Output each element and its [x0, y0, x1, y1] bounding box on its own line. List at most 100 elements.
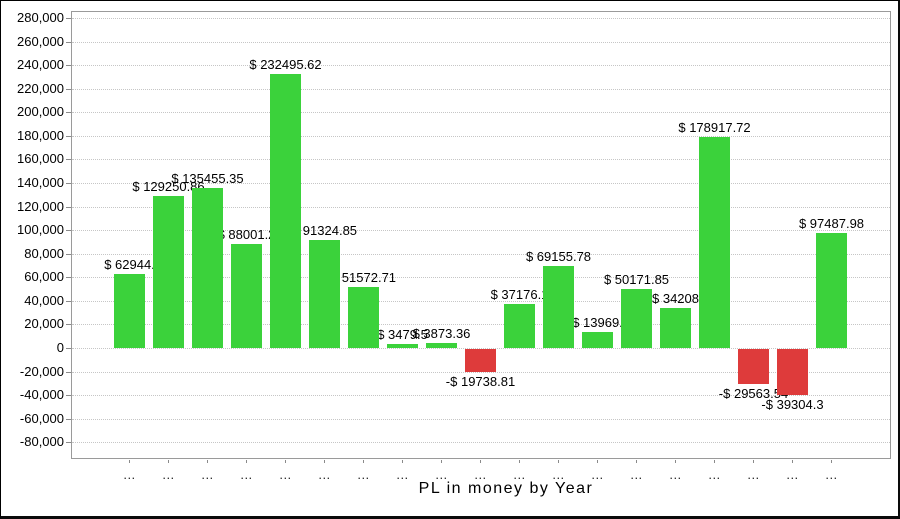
- x-axis-label: ...: [747, 467, 760, 482]
- y-axis-label: 20,000: [24, 316, 64, 332]
- y-axis-label: 240,000: [17, 57, 64, 73]
- x-axis-label: ...: [630, 467, 643, 482]
- x-axis-tick: [714, 460, 715, 463]
- x-axis-tick: [480, 460, 481, 463]
- x-axis-tick: [168, 460, 169, 463]
- y-axis-label: 140,000: [17, 175, 64, 190]
- x-axis-tick: [636, 460, 637, 463]
- y-axis-label: 160,000: [17, 151, 64, 167]
- x-axis-tick: [246, 460, 247, 463]
- y-axis-tick: [66, 159, 71, 161]
- bar: [153, 195, 184, 348]
- gridline: [72, 324, 890, 326]
- gridline: [72, 418, 890, 420]
- plot-area: $ 62944. $ 129250.86 $ 135455.35 $ 88001.2 $…: [71, 11, 891, 459]
- gridline: [72, 159, 890, 161]
- x-axis-tick: [285, 460, 286, 463]
- y-axis-label: 100,000: [17, 222, 64, 238]
- gridline: [72, 18, 890, 20]
- gridline: [72, 135, 890, 137]
- bar: [192, 188, 223, 348]
- bar-value-label: $ 50171.85: [603, 271, 670, 287]
- bar: [309, 240, 340, 348]
- bar: [465, 349, 496, 373]
- bar: [387, 343, 418, 348]
- x-axis-label: ...: [474, 467, 487, 482]
- bar-value-label: $ 34208: [652, 290, 699, 306]
- y-axis-label: 80,000: [24, 245, 64, 261]
- y-axis-tick: [66, 253, 71, 255]
- bar: [348, 287, 379, 348]
- gridline: [72, 300, 890, 302]
- x-axis-tick: [363, 460, 364, 463]
- x-axis-tick: [831, 460, 832, 463]
- x-axis-tick: [129, 460, 130, 463]
- bar-value-label: $ 232495.62: [249, 57, 322, 72]
- bar-value-label: -$ 19738.81: [445, 374, 516, 390]
- y-axis-label: 120,000: [17, 198, 64, 214]
- y-axis-label: -20,000: [19, 363, 64, 379]
- y-axis-tick: [66, 324, 71, 326]
- bar: [738, 349, 769, 384]
- x-axis-tick: [402, 460, 403, 463]
- gridline: [72, 230, 890, 232]
- y-axis-label: 60,000: [24, 269, 64, 285]
- x-axis-label: ...: [825, 467, 838, 482]
- gridline: [72, 41, 890, 43]
- y-axis-tick: [66, 183, 71, 184]
- bar: [777, 349, 808, 396]
- x-axis-label: ...: [318, 467, 331, 482]
- y-axis-tick: [66, 395, 71, 397]
- x-axis-tick: [675, 460, 676, 463]
- gridline: [72, 65, 890, 67]
- x-axis-label: ...: [435, 467, 448, 482]
- bar: [543, 266, 574, 348]
- bar-value-label: $ 69155.78: [525, 249, 592, 265]
- x-axis-label: ...: [591, 467, 604, 482]
- bar: [582, 331, 613, 348]
- y-axis-tick: [66, 371, 71, 373]
- bar: [504, 304, 535, 348]
- x-axis-tick: [558, 460, 559, 463]
- gridline: [72, 395, 890, 397]
- bar-value-label: $ 88001.2: [217, 227, 276, 243]
- gridline: [72, 206, 890, 208]
- x-axis-label: ...: [357, 467, 370, 482]
- bar-value-label: $ 62944.: [104, 256, 155, 272]
- bar-value-label: -$ 29563.54: [718, 385, 789, 401]
- gridline: [72, 112, 890, 114]
- x-axis-tick: [753, 460, 754, 463]
- chart-title: PL in money by Year: [418, 480, 594, 497]
- y-axis-label: 200,000: [17, 104, 64, 120]
- gridline: [72, 183, 890, 184]
- x-axis-label: ...: [552, 467, 565, 482]
- y-axis-label: 280,000: [17, 10, 64, 26]
- x-axis-label: ...: [162, 467, 175, 482]
- y-axis-tick: [66, 300, 71, 302]
- x-axis-label: ...: [669, 467, 682, 482]
- gridline: [72, 442, 890, 444]
- x-axis-tick: [597, 460, 598, 463]
- y-axis-label: 220,000: [17, 80, 64, 96]
- y-axis-tick: [66, 442, 71, 444]
- bar: [816, 233, 847, 348]
- bar-value-label: $ 51572.71: [330, 270, 397, 286]
- x-axis-tick: [441, 460, 442, 463]
- bar: [699, 137, 730, 348]
- bar-value-label: $ 135455.35: [171, 171, 244, 187]
- bar-value-label: $ 3479.5: [377, 326, 428, 342]
- y-axis-label: 0: [56, 340, 64, 355]
- bar-value-label: $ 97487.98: [798, 216, 865, 232]
- y-axis-tick: [66, 348, 71, 349]
- y-axis-label: 40,000: [24, 292, 64, 308]
- y-axis-tick: [66, 277, 71, 279]
- gridline: [72, 348, 890, 349]
- gridline: [72, 277, 890, 279]
- y-axis-tick: [66, 112, 71, 114]
- x-axis-label: ...: [513, 467, 526, 482]
- x-axis-tick: [324, 460, 325, 463]
- y-axis-label: -40,000: [19, 387, 64, 403]
- y-axis-label: 180,000: [17, 127, 64, 143]
- x-axis-label: ...: [123, 467, 136, 482]
- x-axis-tick: [792, 460, 793, 463]
